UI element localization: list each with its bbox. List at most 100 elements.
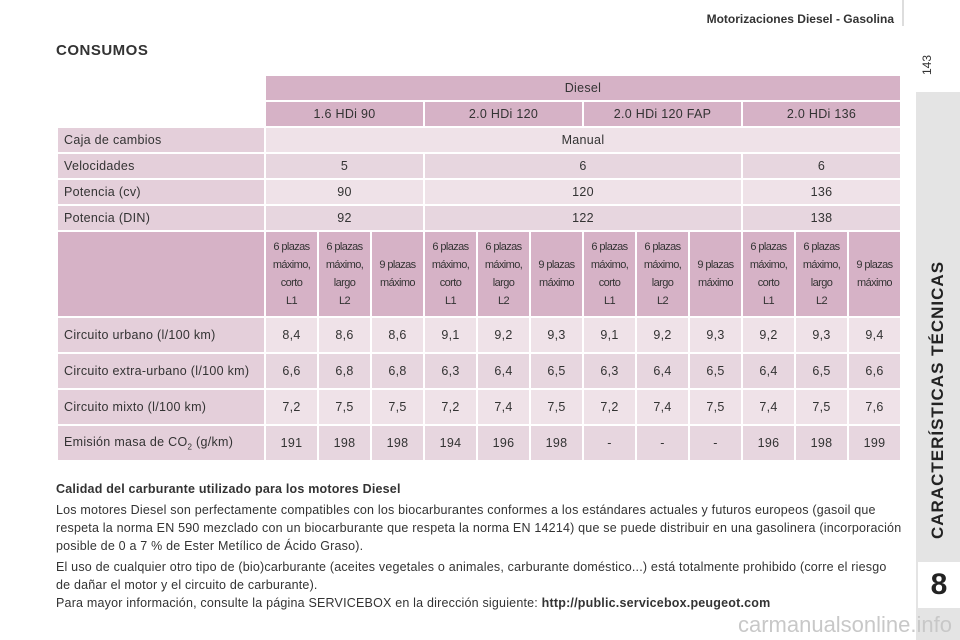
cell: 198 bbox=[796, 426, 847, 460]
cell: 191 bbox=[266, 426, 317, 460]
variant-line: L2 bbox=[497, 295, 510, 307]
cell: 7,5 bbox=[531, 390, 582, 424]
variant: 6 plazas máximo, corto L1 bbox=[266, 232, 317, 316]
empty bbox=[58, 76, 264, 100]
variant-line: 6 plazas bbox=[432, 241, 469, 253]
variant-line: máximo, bbox=[431, 259, 470, 271]
variant: 9 plazas máximo bbox=[372, 232, 423, 316]
engine: 2.0 HDi 120 FAP bbox=[584, 102, 741, 126]
variant-line: máximo, bbox=[749, 259, 788, 271]
variant-line: largo bbox=[651, 277, 674, 289]
text: Para mayor información, consulte la pági… bbox=[56, 596, 542, 610]
text: (g/km) bbox=[192, 434, 234, 449]
cell: 6,8 bbox=[372, 354, 423, 388]
variant: 6 plazas máximo, largo L2 bbox=[478, 232, 529, 316]
cell: 6,4 bbox=[743, 354, 794, 388]
variant-line: corto bbox=[439, 277, 462, 289]
cell: 6,5 bbox=[690, 354, 741, 388]
cell: 7,5 bbox=[372, 390, 423, 424]
cell: 8,6 bbox=[319, 318, 370, 352]
variant-line: máximo, bbox=[325, 259, 364, 271]
engine: 2.0 HDi 136 bbox=[743, 102, 900, 126]
variant-line: 9 plazas bbox=[379, 259, 416, 271]
cell: 122 bbox=[425, 206, 741, 230]
cell: 6,6 bbox=[266, 354, 317, 388]
cell: 9,3 bbox=[531, 318, 582, 352]
row-label: Caja de cambios bbox=[58, 128, 264, 152]
variant-line: 6 plazas bbox=[644, 241, 681, 253]
variant: 6 plazas máximo, corto L1 bbox=[743, 232, 794, 316]
cell: 6 bbox=[425, 154, 741, 178]
variant-line: L1 bbox=[285, 295, 298, 307]
variant-line: corto bbox=[280, 277, 303, 289]
variant-line: 9 plazas bbox=[856, 259, 893, 271]
variant-line: máximo, bbox=[643, 259, 682, 271]
cell: 7,5 bbox=[796, 390, 847, 424]
variant-line: 6 plazas bbox=[591, 241, 628, 253]
variant-line: máximo, bbox=[272, 259, 311, 271]
cell: 7,4 bbox=[743, 390, 794, 424]
variant-line: máximo, bbox=[590, 259, 629, 271]
page-number: 143 bbox=[920, 54, 935, 76]
variant-line: L1 bbox=[444, 295, 457, 307]
empty bbox=[58, 102, 264, 126]
cell: 138 bbox=[743, 206, 900, 230]
side-tab bbox=[916, 92, 960, 640]
row-label: Emisión masa de CO2 (g/km) bbox=[58, 426, 264, 460]
paragraph: Los motores Diesel son perfectamente com… bbox=[56, 503, 902, 553]
row: Caja de cambios Manual bbox=[58, 128, 900, 152]
engine: 2.0 HDi 120 bbox=[425, 102, 582, 126]
cell: 198 bbox=[372, 426, 423, 460]
variant: 9 plazas máximo bbox=[849, 232, 900, 316]
variant-line: L2 bbox=[338, 295, 351, 307]
row: Velocidades 5 6 6 bbox=[58, 154, 900, 178]
cell: 136 bbox=[743, 180, 900, 204]
variant-line: corto bbox=[598, 277, 621, 289]
variant: 6 plazas máximo, corto L1 bbox=[584, 232, 635, 316]
empty bbox=[58, 232, 264, 316]
cell: 7,5 bbox=[690, 390, 741, 424]
cell: 6,5 bbox=[796, 354, 847, 388]
cell: 194 bbox=[425, 426, 476, 460]
row: 1.6 HDi 90 2.0 HDi 120 2.0 HDi 120 FAP 2.0 … bbox=[58, 102, 900, 126]
notes-heading: Calidad del carburante utilizado para lo… bbox=[56, 482, 401, 496]
cell: 7,4 bbox=[637, 390, 688, 424]
cell: 196 bbox=[478, 426, 529, 460]
cell: 6,8 bbox=[319, 354, 370, 388]
cell: 9,1 bbox=[425, 318, 476, 352]
row: Emisión masa de CO2 (g/km) 191 198 198 194 19… bbox=[58, 426, 900, 460]
cell: Manual bbox=[266, 128, 900, 152]
subscript: 2 bbox=[187, 442, 193, 452]
row-label: Circuito urbano (l/100 km) bbox=[58, 318, 264, 352]
row: Potencia (DIN) 92 122 138 bbox=[58, 206, 900, 230]
watermark: carmanualsonline.info bbox=[737, 612, 952, 637]
cell: 8,6 bbox=[372, 318, 423, 352]
variant-line: 6 plazas bbox=[485, 241, 522, 253]
link[interactable]: http://public.servicebox.peugeot.com bbox=[541, 596, 771, 610]
cell: 7,4 bbox=[478, 390, 529, 424]
variant-line: máximo, bbox=[484, 259, 523, 271]
variant-line: máximo bbox=[539, 277, 575, 289]
cell: 120 bbox=[425, 180, 741, 204]
cell: - bbox=[690, 426, 741, 460]
variant: 6 plazas máximo, largo L2 bbox=[319, 232, 370, 316]
row: Circuito urbano (l/100 km) 8,4 8,6 8,6 9,1 9,… bbox=[58, 318, 900, 352]
cell: 7,2 bbox=[584, 390, 635, 424]
section-title: Motorizaciones Diesel - Gasolina bbox=[706, 12, 894, 26]
cell: - bbox=[584, 426, 635, 460]
cell: 6,5 bbox=[531, 354, 582, 388]
cell: 8,4 bbox=[266, 318, 317, 352]
cell: 7,5 bbox=[319, 390, 370, 424]
variant-line: 9 plazas bbox=[697, 259, 734, 271]
row-label: Circuito extra-urbano (l/100 km) bbox=[58, 354, 264, 388]
cell: 9,4 bbox=[849, 318, 900, 352]
cell: 5 bbox=[266, 154, 423, 178]
text: Emisión masa de CO bbox=[64, 434, 188, 449]
chapter-number: 8 bbox=[918, 562, 960, 608]
fuel: Diesel bbox=[266, 76, 900, 100]
cell: 9,2 bbox=[478, 318, 529, 352]
variant-line: L1 bbox=[603, 295, 616, 307]
variant-line: 6 plazas bbox=[326, 241, 363, 253]
row: Potencia (cv) 90 120 136 bbox=[58, 180, 900, 204]
